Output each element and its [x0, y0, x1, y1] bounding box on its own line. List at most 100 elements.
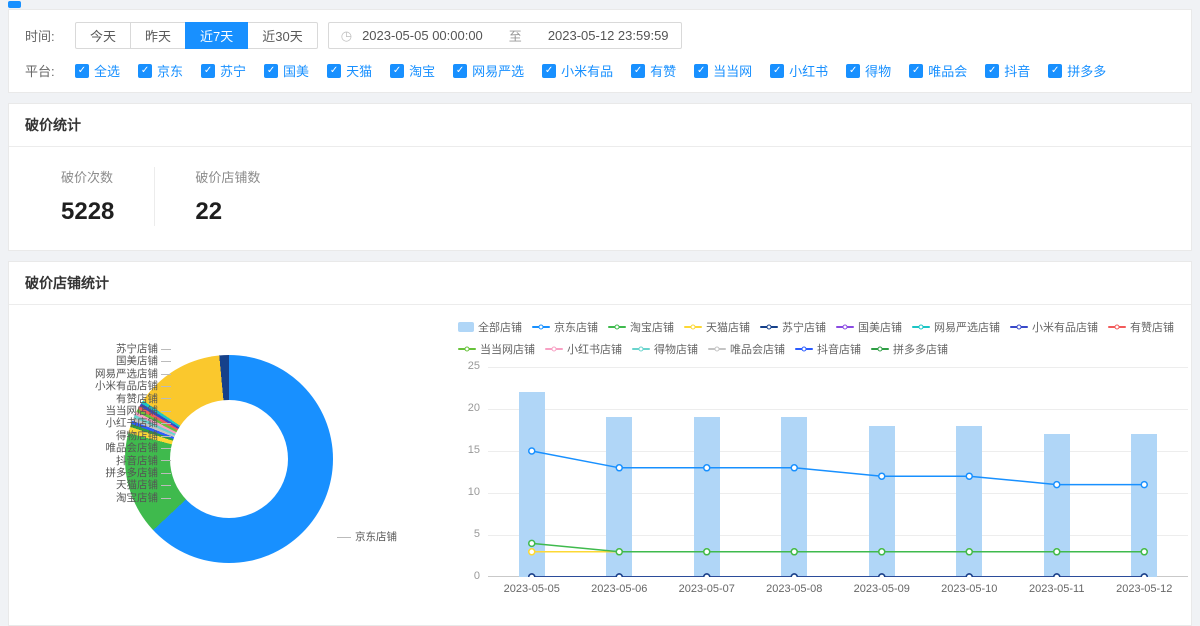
legend-item[interactable]: 京东店铺 — [532, 319, 598, 335]
legend-label: 唯品会店铺 — [730, 341, 785, 357]
y-axis-tick: 10 — [452, 486, 480, 498]
date-range-picker[interactable]: ◷ 2023-05-05 00:00:00 至 2023-05-12 23:59… — [328, 22, 682, 49]
time-range-button[interactable]: 近7天 — [185, 22, 248, 49]
platform-label: 淘宝 — [409, 61, 435, 80]
checkbox-checked-icon[interactable]: ✓ — [1048, 64, 1062, 78]
platform-checkbox-item[interactable]: ✓ 小米有品 — [542, 61, 613, 80]
legend-line-marker-icon — [912, 326, 930, 328]
platform-label: 网易严选 — [472, 61, 524, 80]
legend-line-marker-icon — [836, 326, 854, 328]
legend-item[interactable]: 小米有品店铺 — [1010, 319, 1098, 335]
legend-line-marker-icon — [632, 348, 650, 350]
pie-callout-labels: 苏宁店铺 国美店铺 网易严选店铺 小米有品店铺 有赞店铺 当当网店铺 小红书店铺… — [17, 343, 171, 504]
legend-bar-marker-icon — [458, 322, 474, 332]
legend-line-marker-icon — [1108, 326, 1126, 328]
x-axis-label: 2023-05-10 — [926, 583, 1014, 595]
platform-checkbox-item[interactable]: ✓天猫 — [327, 61, 372, 80]
legend-label: 淘宝店铺 — [630, 319, 674, 335]
legend-item[interactable]: 天猫店铺 — [684, 319, 750, 335]
pie-callout: 网易严选店铺 — [17, 368, 171, 380]
pie-callout: 苏宁店铺 — [17, 343, 171, 355]
donut-hole — [170, 400, 288, 518]
legend-item[interactable]: 苏宁店铺 — [760, 319, 826, 335]
time-range-button[interactable]: 近30天 — [247, 22, 317, 49]
platform-checkbox-item[interactable]: ✓抖音 — [985, 61, 1030, 80]
legend-line-marker-icon — [532, 326, 550, 328]
bar-line-plot[interactable]: 0510152025 — [488, 367, 1188, 577]
checkbox-checked-icon[interactable]: ✓ — [909, 64, 923, 78]
legend-item[interactable]: 小红书店铺 — [545, 341, 622, 357]
pie-callout: 有赞店铺 — [17, 393, 171, 405]
legend-item[interactable]: 得物店铺 — [632, 341, 698, 357]
data-point — [616, 465, 622, 471]
platform-checkbox-item[interactable]: ✓京东 — [138, 61, 183, 80]
y-axis-tick: 25 — [452, 360, 480, 372]
platform-label: 小米有品 — [561, 61, 613, 80]
legend-item[interactable]: 拼多多店铺 — [871, 341, 948, 357]
time-range-button[interactable]: 昨天 — [130, 22, 186, 49]
legend-line-marker-icon — [760, 326, 778, 328]
y-axis-tick: 0 — [452, 570, 480, 582]
checkbox-checked-icon[interactable]: ✓ — [985, 64, 999, 78]
platform-checkbox-item[interactable]: ✓全选 — [75, 61, 120, 80]
legend-line-marker-icon — [1010, 326, 1028, 328]
data-point — [1054, 482, 1060, 488]
legend-line-marker-icon — [608, 326, 626, 328]
checkbox-checked-icon[interactable]: ✓ — [846, 64, 860, 78]
date-start-value[interactable]: 2023-05-05 00:00:00 — [362, 28, 483, 43]
stat-label: 破价次数 — [61, 167, 114, 186]
legend-item[interactable]: 淘宝店铺 — [608, 319, 674, 335]
checkbox-checked-icon[interactable]: ✓ — [75, 64, 89, 78]
legend-item[interactable]: 网易严选店铺 — [912, 319, 1000, 335]
checkbox-checked-icon[interactable]: ✓ — [631, 64, 645, 78]
platform-checkbox-item[interactable]: ✓拼多多 — [1048, 61, 1106, 80]
legend-item[interactable]: 有赞店铺 — [1108, 319, 1174, 335]
legend-line-marker-icon — [871, 348, 889, 350]
legend-line-marker-icon — [458, 348, 476, 350]
platform-checkbox-item[interactable]: ✓ 淘宝 — [390, 61, 435, 80]
data-point — [966, 574, 972, 577]
checkbox-checked-icon[interactable]: ✓ — [390, 64, 404, 78]
time-filter-row: 时间: 今天昨天近7天近30天 ◷ 2023-05-05 00:00:00 至 … — [25, 22, 1175, 49]
checkbox-checked-icon[interactable]: ✓ — [453, 64, 467, 78]
checkbox-checked-icon[interactable]: ✓ — [694, 64, 708, 78]
data-point — [529, 448, 535, 454]
checkbox-checked-icon[interactable]: ✓ — [542, 64, 556, 78]
legend-label: 天猫店铺 — [706, 319, 750, 335]
date-range-separator: 至 — [509, 26, 522, 45]
checkbox-checked-icon[interactable]: ✓ — [327, 64, 341, 78]
checkbox-checked-icon[interactable]: ✓ — [201, 64, 215, 78]
legend-item[interactable]: 国美店铺 — [836, 319, 902, 335]
stat-break-shop-count: 破价店铺数 22 — [195, 167, 300, 226]
data-point — [704, 574, 710, 577]
legend-item[interactable]: 全部店铺 — [458, 319, 522, 335]
platform-checkbox-list: ✓全选✓京东✓苏宁✓国美✓天猫✓淘宝✓网易严选✓小米有品✓有赞✓当当网✓小红书✓… — [75, 61, 1106, 80]
series-line — [532, 451, 1145, 485]
x-axis-label: 2023-05-06 — [576, 583, 664, 595]
platform-checkbox-item[interactable]: ✓有赞 — [631, 61, 676, 80]
platform-checkbox-item[interactable]: ✓苏宁 — [201, 61, 246, 80]
pie-callout: 淘宝店铺 — [17, 492, 171, 504]
checkbox-checked-icon[interactable]: ✓ — [264, 64, 278, 78]
platform-checkbox-item[interactable]: ✓当当网 — [694, 61, 752, 80]
legend-item[interactable]: 唯品会店铺 — [708, 341, 785, 357]
data-point — [529, 574, 535, 577]
platform-checkbox-item[interactable]: ✓国美 — [264, 61, 309, 80]
stat-value: 5228 — [61, 198, 114, 226]
data-point — [704, 465, 710, 471]
legend-item[interactable]: 抖音店铺 — [795, 341, 861, 357]
checkbox-checked-icon[interactable]: ✓ — [770, 64, 784, 78]
legend-label: 得物店铺 — [654, 341, 698, 357]
platform-checkbox-item[interactable]: ✓ 网易严选 — [453, 61, 524, 80]
x-axis-label: 2023-05-11 — [1013, 583, 1101, 595]
time-range-button[interactable]: 今天 — [75, 22, 131, 49]
date-end-value[interactable]: 2023-05-12 23:59:59 — [548, 28, 669, 43]
stats-card-title: 破价统计 — [9, 104, 1191, 147]
data-point — [791, 465, 797, 471]
platform-checkbox-item[interactable]: ✓小红书 — [770, 61, 828, 80]
platform-checkbox-item[interactable]: ✓得物 — [846, 61, 891, 80]
platform-checkbox-item[interactable]: ✓唯品会 — [909, 61, 967, 80]
top-strip — [0, 0, 1200, 9]
checkbox-checked-icon[interactable]: ✓ — [138, 64, 152, 78]
legend-item[interactable]: 当当网店铺 — [458, 341, 535, 357]
